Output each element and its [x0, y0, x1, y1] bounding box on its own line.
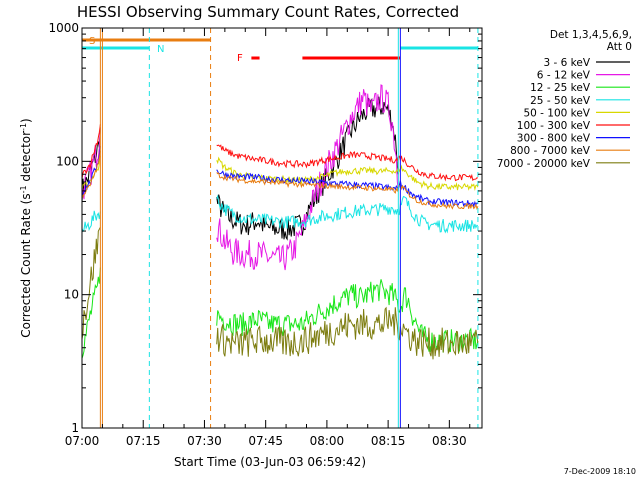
- flag-labels: S N F: [89, 36, 243, 64]
- series-line-3-seg-1: [216, 194, 478, 234]
- legend-label: 25 - 50 keV: [530, 95, 591, 107]
- x-ticks: 07:00 07:15 07:30 07:45 08:00 08:15 08:30: [65, 28, 471, 448]
- flag-label-s: S: [89, 36, 95, 47]
- footer-date: 7-Dec-2009 18:10: [564, 467, 636, 476]
- legend-label: 12 - 25 keV: [530, 82, 591, 94]
- series-line-8-seg-0: [81, 227, 101, 340]
- series-group: [81, 84, 479, 360]
- series-line-2-seg-1: [216, 279, 479, 353]
- series-line-3-seg-0: [81, 210, 101, 233]
- x-tick-label: 08:15: [371, 434, 406, 448]
- legend-label: 800 - 7000 keV: [510, 145, 591, 157]
- y-ticks: 1 10 100 1000: [48, 21, 482, 435]
- legend-label: 300 - 800 keV: [517, 133, 591, 145]
- x-tick-label: 07:30: [187, 434, 222, 448]
- series-line-7-seg-1: [216, 172, 479, 210]
- series-line-5-seg-0: [81, 124, 101, 179]
- series-line-8-seg-1: [216, 306, 479, 360]
- y-axis-label: Corrected Count Rate (s-1 detector-1): [19, 118, 34, 337]
- x-tick-label: 07:15: [126, 434, 161, 448]
- x-tick-label: 07:45: [248, 434, 283, 448]
- legend-label: 50 - 100 keV: [523, 107, 590, 119]
- series-line-1-seg-1: [216, 84, 399, 271]
- series-line-6-seg-1: [216, 169, 479, 209]
- y-tick-label: 10: [64, 288, 79, 302]
- plot-frame: [81, 27, 483, 429]
- series-line-7-seg-0: [81, 150, 101, 199]
- series-line-1-seg-0: [81, 127, 101, 200]
- y-tick-label: 100: [56, 154, 79, 168]
- x-tick-label: 08:00: [310, 434, 345, 448]
- series-line-5-seg-1: [216, 144, 478, 182]
- legend-label: 7000 - 20000 keV: [497, 158, 591, 170]
- y-tick-label: 1: [71, 421, 79, 435]
- legend-label: 3 - 6 keV: [543, 57, 590, 69]
- flag-label-n: N: [157, 44, 164, 55]
- flag-bars: [82, 38, 478, 60]
- x-axis-label: Start Time (03-Jun-03 06:59:42): [174, 455, 366, 469]
- x-tick-label: 07:00: [65, 434, 100, 448]
- x-tick-label: 08:30: [432, 434, 467, 448]
- y-tick-label: 1000: [48, 21, 79, 35]
- legend-label: 100 - 300 keV: [517, 120, 591, 132]
- chart-title: HESSI Observing Summary Count Rates, Cor…: [77, 3, 459, 21]
- legend-header-2: Att 0: [607, 41, 632, 53]
- event-lines: [99, 28, 479, 428]
- legend-label: 6 - 12 keV: [537, 70, 591, 82]
- flag-label-f: F: [237, 53, 243, 64]
- legend-header-1: Det 1,3,4,5,6,9,: [550, 29, 632, 41]
